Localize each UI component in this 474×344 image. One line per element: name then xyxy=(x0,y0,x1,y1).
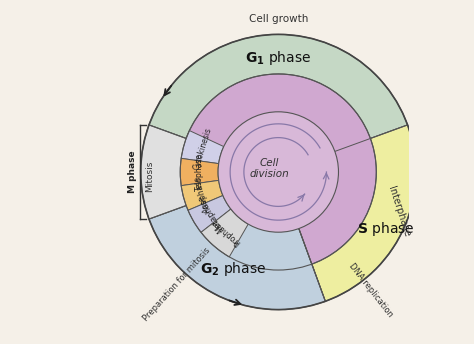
Wedge shape xyxy=(149,34,408,172)
Wedge shape xyxy=(278,125,416,301)
Wedge shape xyxy=(181,131,224,164)
Text: Metaphase: Metaphase xyxy=(196,192,225,233)
Wedge shape xyxy=(180,158,219,186)
Text: Cytokinesis: Cytokinesis xyxy=(192,127,213,171)
Text: Telophase: Telophase xyxy=(195,153,204,191)
Text: Anaphase: Anaphase xyxy=(192,174,212,213)
Text: $\mathbf{G_1}$ phase: $\mathbf{G_1}$ phase xyxy=(245,50,311,67)
Text: Prophase: Prophase xyxy=(210,217,243,247)
Text: $\mathbf{S}$ phase: $\mathbf{S}$ phase xyxy=(357,220,415,238)
Text: $\mathbf{G_2}$ phase: $\mathbf{G_2}$ phase xyxy=(200,260,266,278)
Text: Preparation for mitosis: Preparation for mitosis xyxy=(142,246,212,323)
Wedge shape xyxy=(141,125,278,219)
Text: Interphase: Interphase xyxy=(386,185,412,238)
Wedge shape xyxy=(188,195,231,232)
Text: M phase: M phase xyxy=(128,151,137,193)
Circle shape xyxy=(218,112,338,232)
Wedge shape xyxy=(149,172,325,310)
Text: Cell growth: Cell growth xyxy=(248,14,308,24)
Text: Mitosis: Mitosis xyxy=(145,161,154,192)
Wedge shape xyxy=(201,209,248,257)
Text: Cell
division: Cell division xyxy=(250,158,290,179)
Text: DNA replication: DNA replication xyxy=(346,261,394,319)
Wedge shape xyxy=(186,74,376,264)
Wedge shape xyxy=(181,180,223,210)
